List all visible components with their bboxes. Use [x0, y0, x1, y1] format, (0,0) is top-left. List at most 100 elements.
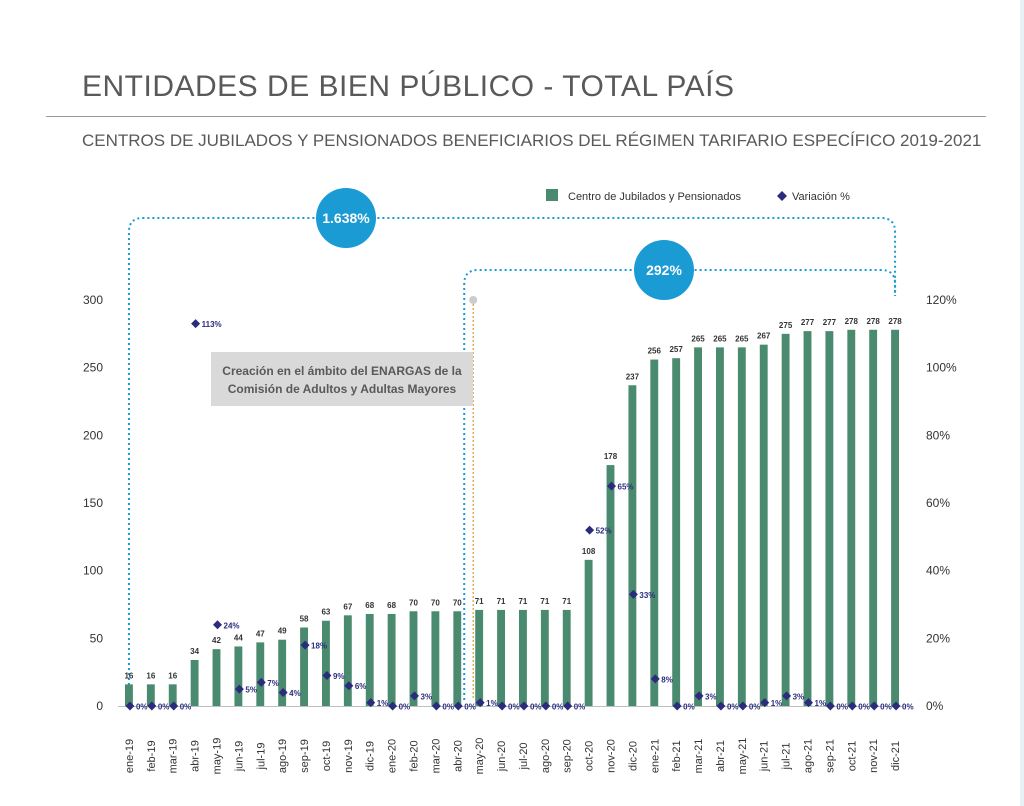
variation-point [475, 698, 485, 708]
x-tick-label: jun-20 [496, 741, 508, 773]
variation-label: 52% [596, 527, 612, 536]
x-tick-label: oct-19 [321, 741, 333, 772]
bar-value-label: 16 [168, 671, 177, 680]
variation-point [169, 701, 179, 711]
bar [168, 684, 177, 706]
variation-point [847, 701, 857, 711]
variation-point [541, 701, 551, 711]
bar [716, 347, 724, 706]
x-tick-label: feb-19 [146, 740, 158, 771]
x-tick-label: sep-20 [562, 739, 574, 773]
variation-label: 0% [464, 703, 476, 712]
bar-value-label: 70 [453, 598, 462, 607]
x-tick-label: dic-19 [365, 741, 377, 771]
bar [540, 609, 549, 706]
x-tick-label: may-21 [737, 738, 749, 775]
x-tick-label: jun-21 [759, 741, 771, 773]
bar-value-label: 265 [691, 334, 705, 343]
bar [891, 329, 899, 706]
variation-label: 0% [836, 703, 848, 712]
bar-value-label: 49 [278, 627, 287, 636]
variation-label: 0% [180, 703, 192, 712]
variation-label: 0% [442, 703, 454, 712]
page-title: ENTIDADES DE BIEN PÚBLICO - TOTAL PAÍS [82, 70, 735, 103]
event-box [211, 352, 473, 406]
bar [825, 331, 834, 706]
x-tick-label: ene-19 [124, 739, 136, 773]
variation-label: 0% [880, 703, 892, 712]
variation-label: 0% [749, 703, 761, 712]
x-tick-label: abr-20 [452, 740, 464, 772]
legend-label-bars: Centro de Jubilados y Pensionados [568, 191, 742, 203]
x-tick-label: feb-21 [671, 740, 683, 771]
bar [146, 684, 155, 706]
y-right-tick-label: 120% [926, 293, 957, 307]
bar [475, 609, 484, 706]
bar-value-label: 71 [497, 597, 506, 606]
bar-value-label: 44 [234, 633, 243, 642]
bar-value-label: 267 [757, 332, 771, 341]
creation-growth-badge [634, 240, 694, 300]
variation-point [234, 684, 244, 694]
variation-point [869, 701, 879, 711]
variation-point [431, 701, 441, 711]
variation-label: 24% [224, 621, 240, 630]
variation-point [672, 701, 682, 711]
variation-label: 1% [486, 699, 498, 708]
y-right-tick-label: 20% [926, 631, 950, 645]
x-tick-label: oct-21 [846, 741, 858, 772]
variation-label: 0% [683, 703, 695, 712]
x-tick-label: ene-20 [387, 739, 399, 773]
bar [322, 620, 330, 706]
bar-value-label: 16 [146, 671, 155, 680]
y-right-tick-label: 0% [926, 699, 944, 713]
variation-point [694, 691, 704, 701]
variation-point [607, 481, 616, 491]
variation-point [585, 525, 595, 535]
legend-swatch-variation [777, 191, 787, 201]
total-growth-bracket [127, 217, 897, 700]
variation-label: 0% [858, 703, 870, 712]
variation-point [256, 677, 266, 687]
y-right-tick-label: 40% [926, 564, 950, 578]
variation-point [628, 589, 638, 599]
bar-value-label: 47 [256, 629, 265, 638]
variation-point [147, 701, 157, 711]
variation-point [388, 701, 398, 711]
bar-value-label: 278 [866, 317, 880, 326]
bar [694, 347, 702, 706]
y-left-tick-label: 250 [83, 361, 103, 375]
y-left-tick-label: 300 [83, 293, 103, 307]
bar-value-label: 70 [409, 598, 418, 607]
x-tick-label: mar-20 [430, 739, 442, 774]
bar [409, 611, 418, 706]
x-tick-label: ago-21 [803, 739, 815, 773]
page-edge [1020, 0, 1024, 806]
variation-label: 113% [202, 320, 222, 329]
event-text-line2: Comisión de Adultos y Adultas Mayores [228, 382, 457, 396]
bar [781, 333, 790, 706]
variation-point [563, 701, 573, 711]
x-tick-label: nov-19 [343, 739, 355, 773]
variation-label: 9% [333, 672, 345, 681]
bar-value-label: 71 [540, 597, 549, 606]
x-tick-label: may-20 [474, 738, 486, 775]
bar-value-label: 277 [801, 318, 815, 327]
bar-value-label: 34 [190, 647, 199, 656]
bar-value-label: 67 [343, 602, 352, 611]
variation-label: 65% [618, 483, 634, 492]
bar-value-label: 257 [669, 345, 683, 354]
bar-value-label: 278 [888, 317, 902, 326]
variation-point [213, 620, 222, 630]
variation-label: 0% [902, 703, 914, 712]
bar [650, 359, 659, 706]
x-tick-label: may-19 [212, 738, 224, 775]
x-tick-label: ago-19 [277, 739, 289, 773]
bar-value-label: 256 [648, 347, 662, 356]
page-subtitle: CENTROS DE JUBILADOS Y PENSIONADOS BENEF… [82, 131, 982, 150]
variation-point [804, 698, 813, 708]
variation-point [344, 681, 354, 691]
bar-value-label: 237 [626, 372, 640, 381]
variation-label: 0% [574, 703, 586, 712]
